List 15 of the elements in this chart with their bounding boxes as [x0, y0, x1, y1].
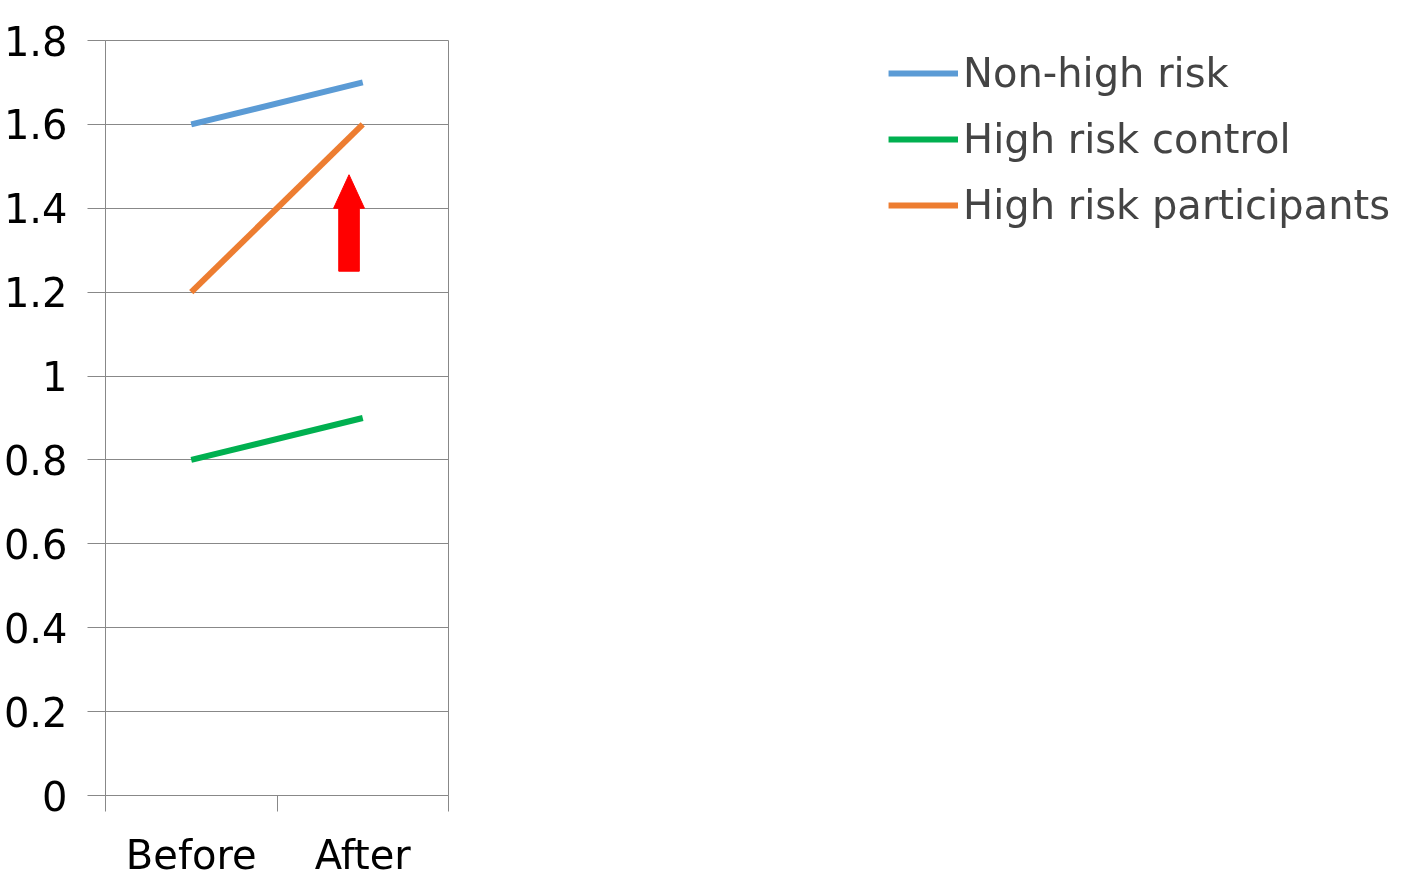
y-tick-label: 0.6	[3, 521, 68, 568]
x-tick-label: After	[314, 831, 412, 878]
y-tick-label: 0.4	[3, 605, 68, 652]
legend-label: High risk participants	[963, 182, 1390, 228]
y-tick-label: 1.6	[3, 102, 68, 149]
y-tick-label: 0.8	[3, 437, 68, 484]
legend-label: Non-high risk	[963, 50, 1230, 96]
y-tick-label: 1.8	[3, 18, 68, 65]
x-tick-label: Before	[125, 831, 257, 878]
legend-label: High risk control	[963, 116, 1291, 162]
y-tick-label: 0.2	[3, 689, 68, 736]
y-tick-label: 1	[42, 354, 68, 401]
y-tick-label: 0	[42, 773, 68, 820]
y-tick-label: 1.2	[3, 270, 68, 317]
y-tick-label: 1.4	[3, 186, 68, 233]
